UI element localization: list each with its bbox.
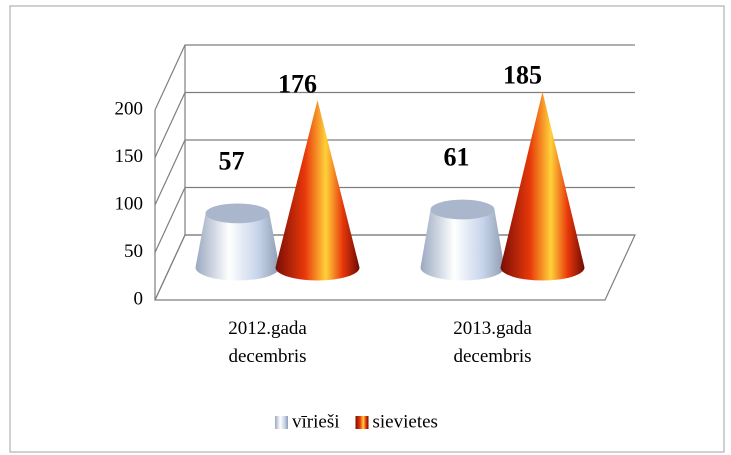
truncated-cone [420,199,505,281]
x-tick-label: 2013.gada decembris [453,318,532,367]
data-label: 61 [444,143,470,172]
grid-line [154,44,635,111]
grid-line [154,91,635,158]
data-label: 176 [278,69,317,98]
cone [500,91,585,281]
data-label: 57 [219,146,245,175]
cone-top [205,203,270,224]
truncated-cone [195,203,280,281]
y-tick-label: 150 [115,146,144,167]
legend-label: vīrieši [292,411,340,432]
legend-swatch [355,416,369,429]
data-label: 185 [503,61,542,90]
chart-frame [9,5,725,453]
y-tick-label: 0 [134,288,144,309]
cone-top [430,199,495,220]
y-tick-label: 50 [124,241,143,262]
legend-label: sievietes [373,411,438,432]
y-tick-label: 100 [115,193,144,214]
grid-line [154,139,635,206]
grid-line [154,186,635,253]
legend-swatch [275,416,288,429]
cone [275,100,360,281]
x-tick-label: 2012.gada decembris [228,318,307,367]
y-tick-label: 200 [115,98,144,119]
